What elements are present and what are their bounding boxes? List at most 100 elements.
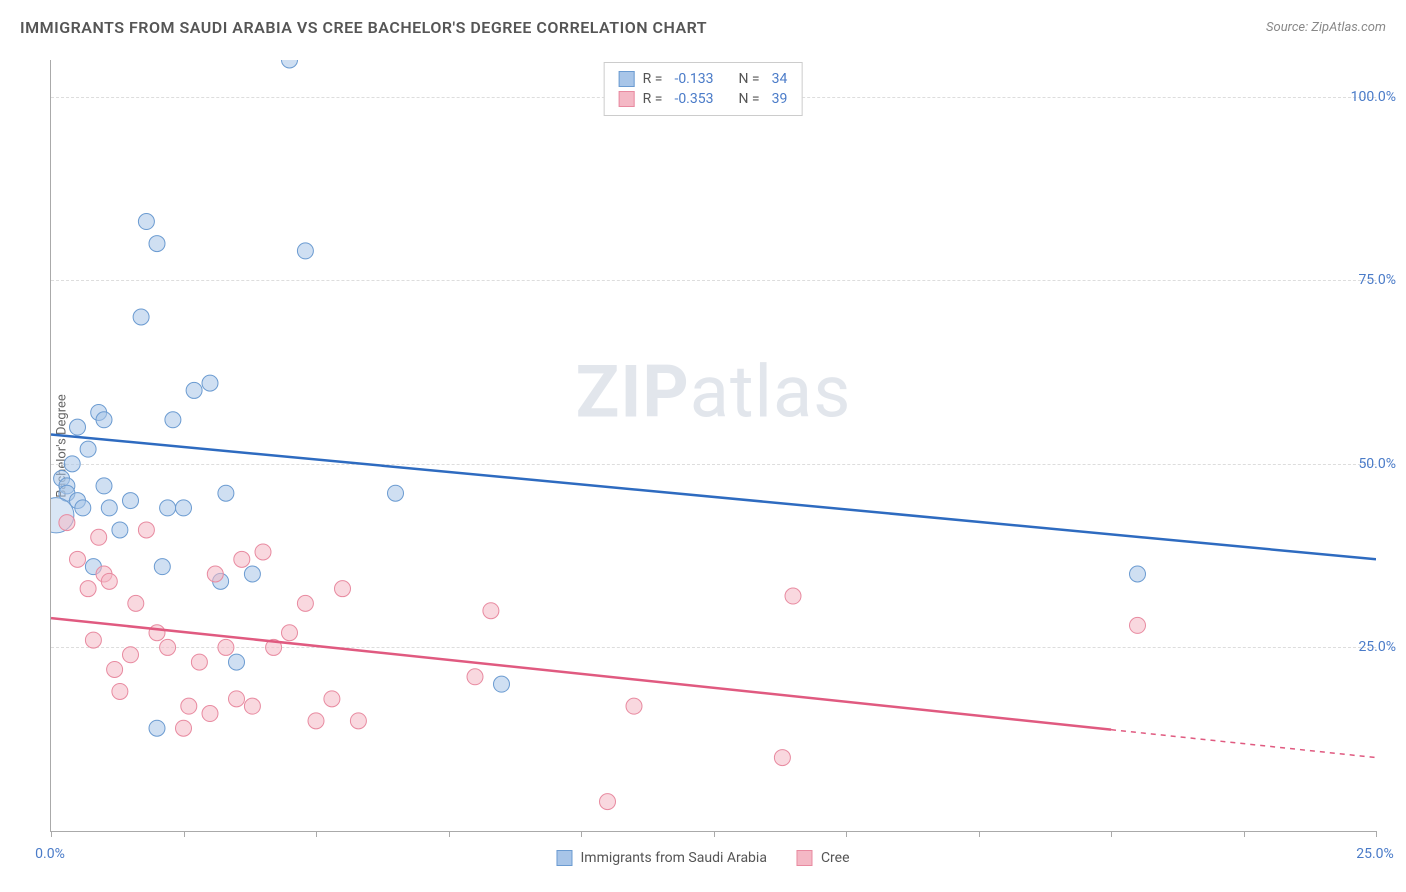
legend-swatch xyxy=(619,91,635,107)
data-point xyxy=(70,419,86,435)
legend-swatch xyxy=(619,71,635,87)
data-point xyxy=(149,236,165,252)
legend-swatch xyxy=(797,850,813,866)
data-point xyxy=(138,522,154,538)
data-point xyxy=(297,243,313,259)
data-point xyxy=(494,676,510,692)
data-point xyxy=(218,485,234,501)
data-point xyxy=(75,500,91,516)
data-point xyxy=(785,588,801,604)
data-point xyxy=(191,654,207,670)
legend-swatch xyxy=(556,850,572,866)
x-tick-label: 25.0% xyxy=(1356,846,1394,862)
data-point xyxy=(244,698,260,714)
data-point xyxy=(202,375,218,391)
trend-line xyxy=(51,434,1376,559)
data-point xyxy=(324,691,340,707)
x-tick xyxy=(184,831,185,837)
data-point xyxy=(282,60,298,68)
data-point xyxy=(207,566,223,582)
data-point xyxy=(297,595,313,611)
data-point xyxy=(128,595,144,611)
correlation-legend: R = -0.133 N = 34 R = -0.353 N = 39 xyxy=(604,62,803,116)
data-point xyxy=(1130,617,1146,633)
data-point xyxy=(85,632,101,648)
data-point xyxy=(218,639,234,655)
data-point xyxy=(774,750,790,766)
data-point xyxy=(64,456,80,472)
data-point xyxy=(244,566,260,582)
x-tick xyxy=(1244,831,1245,837)
data-point xyxy=(202,706,218,722)
data-point xyxy=(149,720,165,736)
legend-r-value: -0.133 xyxy=(674,71,730,87)
series-legend-item: Cree xyxy=(797,850,850,866)
data-point xyxy=(1130,566,1146,582)
series-legend-item: Immigrants from Saudi Arabia xyxy=(556,850,766,866)
x-tick xyxy=(449,831,450,837)
trend-line-extrapolated xyxy=(1111,730,1376,758)
data-point xyxy=(123,493,139,509)
chart-title: IMMIGRANTS FROM SAUDI ARABIA VS CREE BAC… xyxy=(20,18,707,37)
data-point xyxy=(176,500,192,516)
legend-r-label: R = xyxy=(643,71,663,87)
data-point xyxy=(112,683,128,699)
data-point xyxy=(133,309,149,325)
scatter-plot-svg xyxy=(51,60,1376,831)
data-point xyxy=(70,551,86,567)
x-tick xyxy=(714,831,715,837)
data-point xyxy=(112,522,128,538)
data-point xyxy=(160,500,176,516)
data-point xyxy=(154,559,170,575)
data-point xyxy=(138,214,154,230)
data-point xyxy=(91,529,107,545)
data-point xyxy=(186,382,202,398)
legend-n-label: N = xyxy=(738,91,759,107)
data-point xyxy=(229,654,245,670)
data-point xyxy=(123,647,139,663)
data-point xyxy=(96,412,112,428)
x-tick xyxy=(846,831,847,837)
data-point xyxy=(181,698,197,714)
data-point xyxy=(80,581,96,597)
data-point xyxy=(149,625,165,641)
data-point xyxy=(96,478,112,494)
x-tick-label: 0.0% xyxy=(35,846,65,862)
x-tick xyxy=(51,831,52,837)
data-point xyxy=(350,713,366,729)
x-tick xyxy=(979,831,980,837)
data-point xyxy=(282,625,298,641)
data-point xyxy=(600,794,616,810)
source-attribution: Source: ZipAtlas.com xyxy=(1266,20,1386,35)
x-tick xyxy=(1376,831,1377,837)
data-point xyxy=(59,515,75,531)
data-point xyxy=(483,603,499,619)
data-point xyxy=(101,573,117,589)
legend-row: R = -0.353 N = 39 xyxy=(619,89,788,109)
data-point xyxy=(101,500,117,516)
data-point xyxy=(160,639,176,655)
data-point xyxy=(229,691,245,707)
data-point xyxy=(308,713,324,729)
data-point xyxy=(234,551,250,567)
data-point xyxy=(388,485,404,501)
legend-n-value: 39 xyxy=(772,91,788,107)
chart-area: ZIPatlas xyxy=(50,60,1376,832)
data-point xyxy=(626,698,642,714)
plot-region: ZIPatlas xyxy=(50,60,1376,832)
data-point xyxy=(467,669,483,685)
data-point xyxy=(80,441,96,457)
legend-n-label: N = xyxy=(738,71,759,87)
x-tick xyxy=(316,831,317,837)
data-point xyxy=(255,544,271,560)
series-legend-label: Cree xyxy=(821,850,850,866)
legend-row: R = -0.133 N = 34 xyxy=(619,69,788,89)
series-legend-label: Immigrants from Saudi Arabia xyxy=(580,850,766,866)
legend-r-value: -0.353 xyxy=(674,91,730,107)
legend-n-value: 34 xyxy=(772,71,788,87)
data-point xyxy=(335,581,351,597)
x-tick xyxy=(581,831,582,837)
x-tick xyxy=(1111,831,1112,837)
data-point xyxy=(107,661,123,677)
series-legend: Immigrants from Saudi Arabia Cree xyxy=(556,850,849,866)
